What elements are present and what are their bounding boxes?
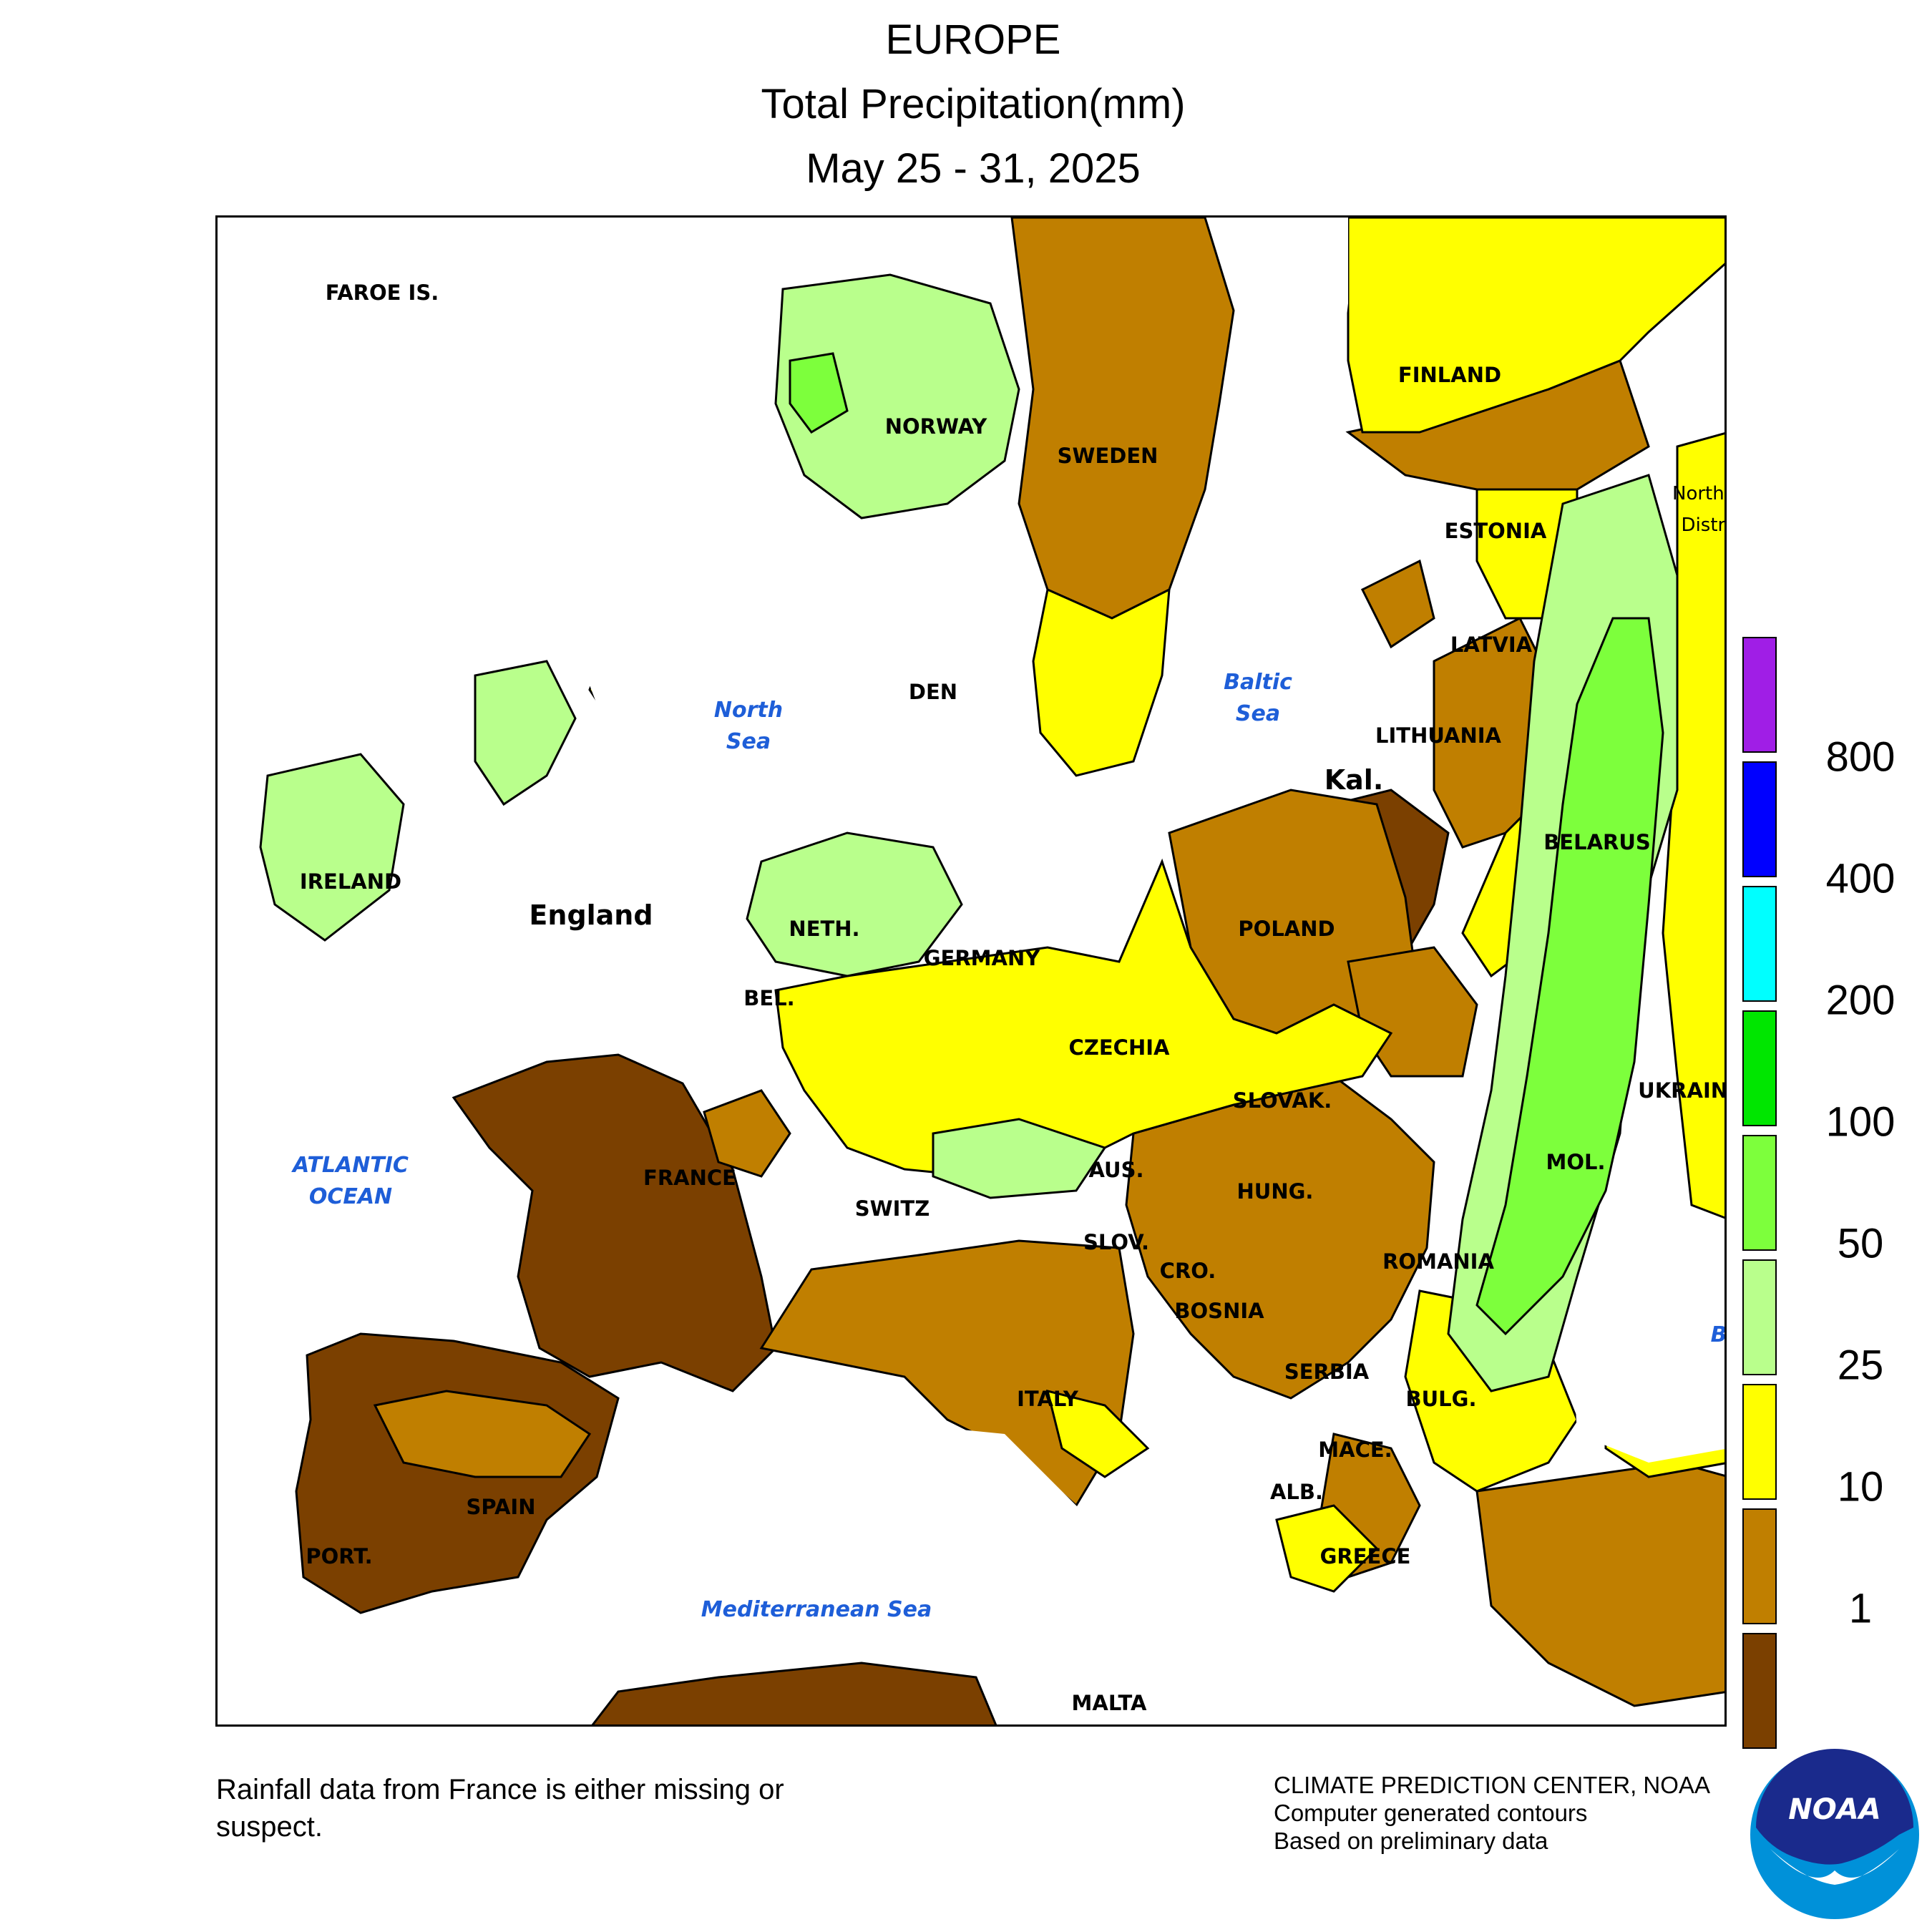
noaa-logo: NOAA — [1749, 1749, 1921, 1921]
label-austria: AUS. — [1088, 1158, 1144, 1182]
map-subtitle: Total Precipitation(mm) — [761, 81, 1186, 127]
label-moldova: MOL. — [1546, 1150, 1606, 1174]
label-denmark: DEN — [908, 680, 958, 704]
label-slovakia: SLOVAK. — [1232, 1088, 1332, 1113]
label-macedonia: MACE. — [1318, 1438, 1392, 1462]
label-malta: MALTA — [1071, 1691, 1147, 1715]
land-light-rain-regions — [373, 218, 1724, 1707]
label-portugal: PORT. — [306, 1544, 373, 1568]
label-bosnia: BOSNIA — [1174, 1299, 1264, 1323]
label-ukraine: UKRAINE — [1638, 1078, 1727, 1103]
sea-areas — [575, 218, 1724, 1649]
precipitation-map: FAROE IS. NORWAY SWEDEN FINLAND ESTONIA … — [215, 215, 1727, 1727]
label-england: England — [529, 899, 653, 931]
label-germany: GERMANY — [923, 946, 1040, 970]
label-serbia: SERBIA — [1284, 1360, 1370, 1384]
credit-preliminary: Based on preliminary data — [1274, 1828, 1548, 1854]
label-belgium: BEL. — [743, 986, 795, 1010]
legend-value-1: 1 — [1848, 1585, 1873, 1632]
label-romania: ROMANIA — [1382, 1249, 1494, 1274]
label-czechia: CZECHIA — [1068, 1035, 1170, 1060]
label-poland: POLAND — [1238, 917, 1335, 941]
label-greece: GREECE — [1319, 1544, 1411, 1568]
label-albania: ALB. — [1269, 1480, 1324, 1504]
legend-swatch-1-10 — [1742, 1508, 1777, 1624]
legend-swatch-200-400 — [1742, 886, 1777, 1002]
label-hungary: HUNG. — [1236, 1179, 1314, 1204]
label-italy: ITALY — [1017, 1387, 1078, 1411]
label-norway: NORWAY — [884, 414, 987, 439]
legend-value-400: 400 — [1825, 855, 1896, 902]
map-date-range: May 25 - 31, 2025 — [806, 145, 1141, 192]
noaa-logo-icon — [1750, 1749, 1919, 1919]
label-north-sea: North Sea — [713, 698, 784, 754]
label-bulgaria: BULG. — [1405, 1387, 1477, 1411]
label-estonia: ESTONIA — [1444, 519, 1547, 543]
label-netherlands: NETH. — [789, 917, 860, 941]
legend-swatch-below-1 — [1742, 1633, 1777, 1749]
label-atlantic-ocean: ATLANTIC OCEAN — [293, 1153, 409, 1209]
label-black-sea-partial: B — [1710, 1322, 1727, 1347]
credit-contours: Computer generated contours — [1274, 1800, 1588, 1826]
legend-value-200: 200 — [1825, 977, 1896, 1024]
label-croatia: CRO. — [1159, 1259, 1216, 1283]
label-spain: SPAIN — [466, 1495, 536, 1519]
legend-value-25: 25 — [1837, 1342, 1884, 1389]
land-very-heavy-rain-regions — [789, 352, 1664, 1336]
label-lithuania: LITHUANIA — [1375, 723, 1501, 748]
precipitation-legend — [1742, 637, 1777, 1757]
legend-value-100: 100 — [1825, 1098, 1896, 1146]
label-northwest-district-2: Distri — [1681, 514, 1727, 536]
france-data-note: Rainfall data from France is either miss… — [216, 1774, 784, 1843]
map-title: EUROPE — [885, 16, 1061, 63]
label-switzerland: SWITZ — [854, 1196, 930, 1221]
label-france: FRANCE — [643, 1166, 736, 1190]
label-finland: FINLAND — [1397, 363, 1502, 387]
label-northwest-district-1: Northw — [1672, 483, 1724, 504]
legend-value-50: 50 — [1837, 1220, 1884, 1267]
label-baltic-sea: Baltic Sea — [1224, 670, 1292, 726]
legend-swatch-400-800 — [1742, 761, 1777, 877]
label-sweden: SWEDEN — [1057, 444, 1158, 468]
legend-swatch-25-50 — [1742, 1259, 1777, 1375]
noaa-logo-text: NOAA — [1788, 1793, 1881, 1826]
label-belarus: BELARUS — [1543, 830, 1651, 854]
legend-swatch-10-25 — [1742, 1384, 1777, 1500]
legend-value-800: 800 — [1825, 733, 1896, 781]
legend-swatch-100-200 — [1742, 1010, 1777, 1126]
legend-swatch-50-100 — [1742, 1135, 1777, 1251]
label-latvia: LATVIA — [1450, 633, 1533, 657]
label-ireland: IRELAND — [299, 869, 402, 894]
map-canvas — [259, 218, 1724, 1724]
label-kaliningrad: Kal. — [1324, 764, 1384, 796]
label-mediterranean-sea: Mediterranean Sea — [701, 1597, 932, 1622]
credit-cpc: CLIMATE PREDICTION CENTER, NOAA — [1274, 1772, 1710, 1798]
label-slovenia: SLOV. — [1083, 1230, 1149, 1254]
legend-value-10: 10 — [1837, 1463, 1884, 1511]
legend-swatch-800plus — [1742, 637, 1777, 753]
label-faroe: FAROE IS. — [325, 280, 439, 305]
